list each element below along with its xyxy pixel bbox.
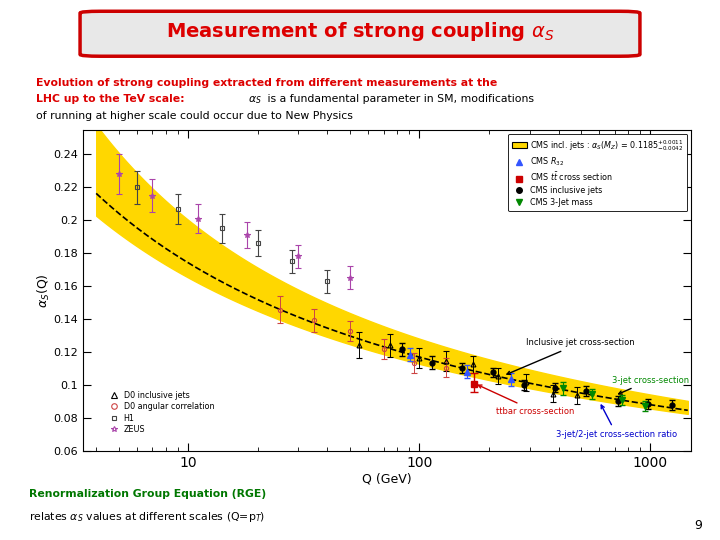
Text: 3-jet/2-jet cross-section ratio: 3-jet/2-jet cross-section ratio	[556, 405, 677, 439]
Text: 9: 9	[694, 519, 702, 532]
Text: Measurement of strong coupling $\alpha_S$: Measurement of strong coupling $\alpha_S…	[166, 20, 554, 43]
Y-axis label: $\alpha_S$(Q): $\alpha_S$(Q)	[35, 273, 52, 308]
Legend: D0 inclusive jets, D0 angular correlation, H1, ZEUS: D0 inclusive jets, D0 angular correlatio…	[105, 388, 217, 437]
Text: 3-jet cross-section: 3-jet cross-section	[612, 375, 689, 394]
Text: $\alpha_S$: $\alpha_S$	[248, 94, 262, 106]
Text: is a fundamental parameter in SM, modifications: is a fundamental parameter in SM, modifi…	[264, 94, 534, 105]
Text: Evolution of strong coupling extracted from different measurements at the: Evolution of strong coupling extracted f…	[36, 78, 498, 89]
Text: Renormalization Group Equation (RGE): Renormalization Group Equation (RGE)	[29, 489, 266, 499]
Text: Inclusive jet cross-section: Inclusive jet cross-section	[507, 339, 635, 374]
Text: LHC up to the TeV scale:: LHC up to the TeV scale:	[36, 94, 184, 105]
Text: of running at higher scale could occur due to New Physics: of running at higher scale could occur d…	[36, 111, 353, 121]
Text: ttbar cross-section: ttbar cross-section	[478, 385, 575, 416]
X-axis label: Q (GeV): Q (GeV)	[362, 472, 412, 485]
FancyBboxPatch shape	[80, 11, 640, 56]
Text: relates $\alpha_S$ values at different scales (Q=p$_T$): relates $\alpha_S$ values at different s…	[29, 510, 265, 524]
